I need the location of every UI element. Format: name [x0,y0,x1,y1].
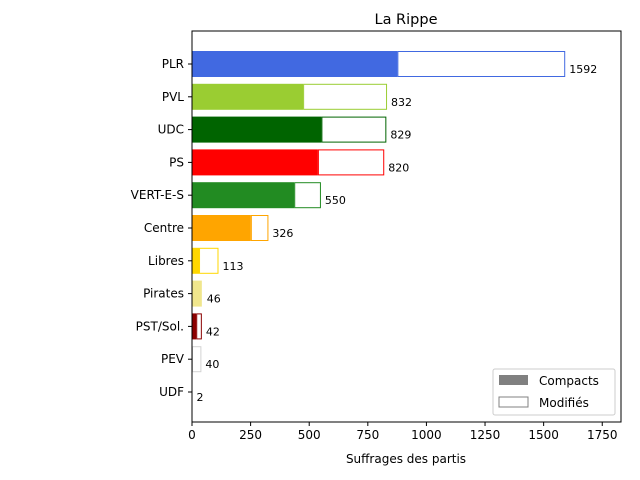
category-label-pvl: PVL [162,90,184,104]
x-tick-label: 1750 [587,428,618,442]
category-label-ps: PS [169,155,184,169]
category-label-centre: Centre [144,221,184,235]
legend-modifies-label: Modifiés [539,396,589,410]
bar-modifies-plr [397,51,566,77]
x-tick-label: 750 [356,428,379,442]
bar-compacts-pvl [192,83,304,110]
total-label-pev: 40 [205,358,219,371]
bar-compacts-plr [192,51,398,77]
total-label-vert-e-s: 550 [325,194,346,207]
bar-modifies-udc [321,116,387,143]
bar-modifies-centre [250,215,269,241]
chart-title: La Rippe [374,12,437,28]
category-label-pst-sol: PST/Sol. [136,319,184,333]
total-label-udc: 829 [390,129,411,142]
bar-compacts-udc [192,116,322,143]
bar-modifies-ps [317,149,385,176]
bars-layer: 1592 832 829 820 550 326 113 46 42 40 2 [192,51,597,404]
bar-compacts-libres [192,247,200,274]
legend-compacts-label: Compacts [539,374,599,388]
legend: Compacts Modifiés [492,368,616,416]
bar-modifies-pev [192,346,202,373]
total-label-pvl: 832 [391,96,412,109]
x-tick-label: 500 [298,428,321,442]
bar-compacts-centre [192,215,251,241]
bar-modifies-pvl [303,83,388,110]
x-tick-label: 0 [188,428,196,442]
total-label-centre: 326 [272,227,293,240]
total-label-pirates: 46 [207,293,221,306]
legend-compacts-swatch [499,375,528,385]
x-axis: 0 250 500 750 1000 1250 1500 1750 [188,422,618,442]
total-label-ps: 820 [388,161,409,174]
category-label-vert-e-s: VERT-E-S [131,188,184,202]
total-label-udf: 2 [196,391,203,404]
x-tick-label: 1000 [411,428,442,442]
bar-compacts-vert-e-s [192,182,295,209]
bar-compacts-ps [192,149,318,176]
bar-modifies-pst-sol [196,313,202,340]
legend-modifies-swatch [498,396,529,408]
category-label-udc: UDC [158,123,184,137]
category-label-udf: UDF [159,385,184,399]
x-tick-label: 1250 [470,428,501,442]
total-label-libres: 113 [222,260,243,273]
category-label-libres: Libres [148,254,184,268]
x-tick-label: 1500 [528,428,559,442]
total-label-pst-sol: 42 [206,325,220,338]
plot-frame [191,30,622,423]
bar-compacts-pst-sol [192,313,197,340]
x-tick-label: 250 [239,428,262,442]
bar-modifies-vert-e-s [294,182,321,209]
total-label-plr: 1592 [569,63,597,76]
category-labels: PLR PVL UDC PS VERT-E-S Centre Libres Pirates PS… [131,57,192,399]
category-label-pirates: Pirates [143,287,184,301]
category-label-plr: PLR [162,57,184,71]
category-label-pev: PEV [161,352,185,366]
bar-compacts-pirates [192,280,202,307]
bar-modifies-libres [199,247,219,274]
x-axis-label: Suffrages des partis [346,452,466,466]
